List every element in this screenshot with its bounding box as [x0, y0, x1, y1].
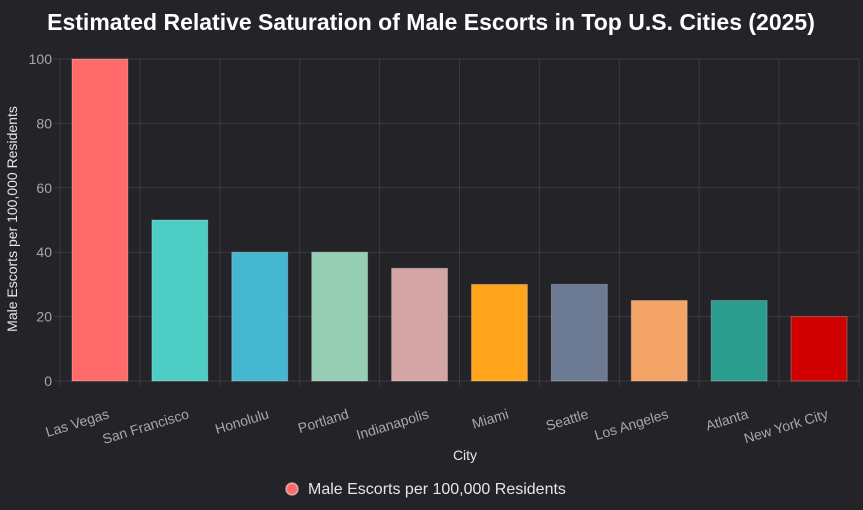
bar-new-york-city[interactable]: [790, 316, 848, 382]
y-axis-title: Male Escorts per 100,000 Residents: [4, 106, 20, 332]
bar-las-vegas[interactable]: [71, 58, 129, 382]
y-tick-label: 40: [36, 244, 52, 260]
bar-portland[interactable]: [311, 251, 369, 382]
x-tick-label: Los Angeles: [592, 406, 670, 444]
bar-san-francisco[interactable]: [151, 219, 209, 382]
bar-los-angeles[interactable]: [630, 300, 688, 382]
y-axis-ticks: 0 20 40 60 80 100: [29, 51, 53, 389]
x-tick-label: Portland: [296, 406, 351, 437]
bar-indianapolis[interactable]: [391, 267, 449, 382]
bar-honolulu[interactable]: [231, 251, 289, 382]
y-tick-label: 60: [36, 180, 52, 196]
y-tick-label: 80: [36, 115, 52, 131]
x-tick-label: Indianapolis: [354, 406, 430, 443]
x-tick-label: Honolulu: [213, 406, 271, 437]
bar-seattle[interactable]: [550, 283, 608, 382]
y-tick-label: 100: [29, 51, 53, 67]
x-tick-label: New York City: [742, 406, 830, 447]
y-tick-label: 0: [44, 373, 52, 389]
bar-atlanta[interactable]: [710, 300, 768, 382]
x-tick-label: San Francisco: [100, 406, 190, 448]
legend[interactable]: Male Escorts per 100,000 Residents: [285, 481, 566, 498]
bar-miami[interactable]: [470, 283, 528, 382]
bars: [71, 58, 848, 382]
chart-title: Estimated Relative Saturation of Male Es…: [47, 9, 815, 35]
legend-swatch: [285, 482, 299, 496]
x-tick-label: Miami: [470, 406, 510, 432]
x-tick-label: Atlanta: [704, 406, 751, 434]
x-axis-title: City: [453, 447, 477, 463]
x-tick-label: Seattle: [544, 406, 591, 434]
legend-label: Male Escorts per 100,000 Residents: [308, 481, 566, 498]
y-tick-label: 20: [36, 309, 52, 325]
